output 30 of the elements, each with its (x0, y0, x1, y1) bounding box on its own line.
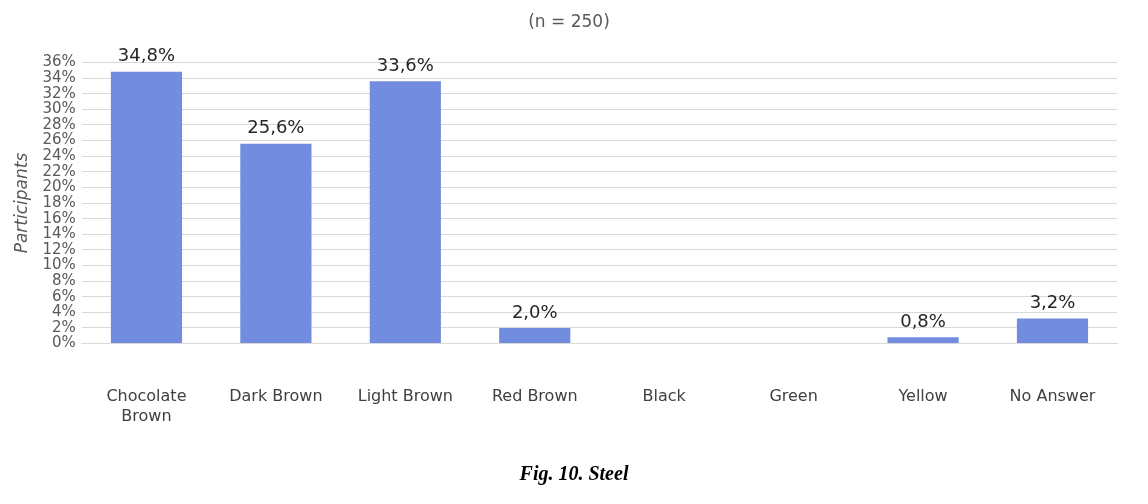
x-tick-label: Black (642, 386, 687, 406)
y-tick-label: 8% (51, 271, 76, 289)
data-label: 3,2% (1029, 291, 1076, 313)
chart-title: (n = 250) (528, 10, 610, 31)
caption: Fig. 10. Steel (518, 462, 630, 485)
x-tick-label: No Answer (1009, 386, 1096, 406)
y-tick-label: 16% (42, 208, 76, 227)
x-tick-label: Green (769, 386, 818, 406)
data-label: 33,6% (376, 53, 434, 75)
bar (499, 327, 571, 344)
bar (369, 81, 441, 344)
bar (887, 337, 959, 344)
y-axis-title: Participants (10, 152, 31, 254)
y-tick-label: 32% (42, 83, 76, 102)
x-tick-label: Red Brown (491, 386, 578, 406)
y-tick-label: 0% (51, 333, 76, 352)
data-label: 34,8% (117, 44, 176, 66)
x-tick-label: Chocolate Brown (106, 386, 187, 425)
x-tick-label: Dark Brown (229, 386, 323, 406)
y-tick-label: 26% (42, 130, 76, 149)
data-label: 2,0% (511, 300, 558, 322)
y-tick-label: 6% (51, 286, 76, 305)
data-label: 25,6% (247, 116, 305, 138)
y-tick-label: 10% (42, 255, 76, 274)
bar (110, 71, 183, 344)
x-tick-label: Light Brown (357, 386, 453, 406)
x-tick-label: Yellow (897, 386, 948, 406)
bar (240, 143, 312, 344)
data-label: 0,8% (900, 310, 946, 332)
bar (1016, 318, 1089, 344)
